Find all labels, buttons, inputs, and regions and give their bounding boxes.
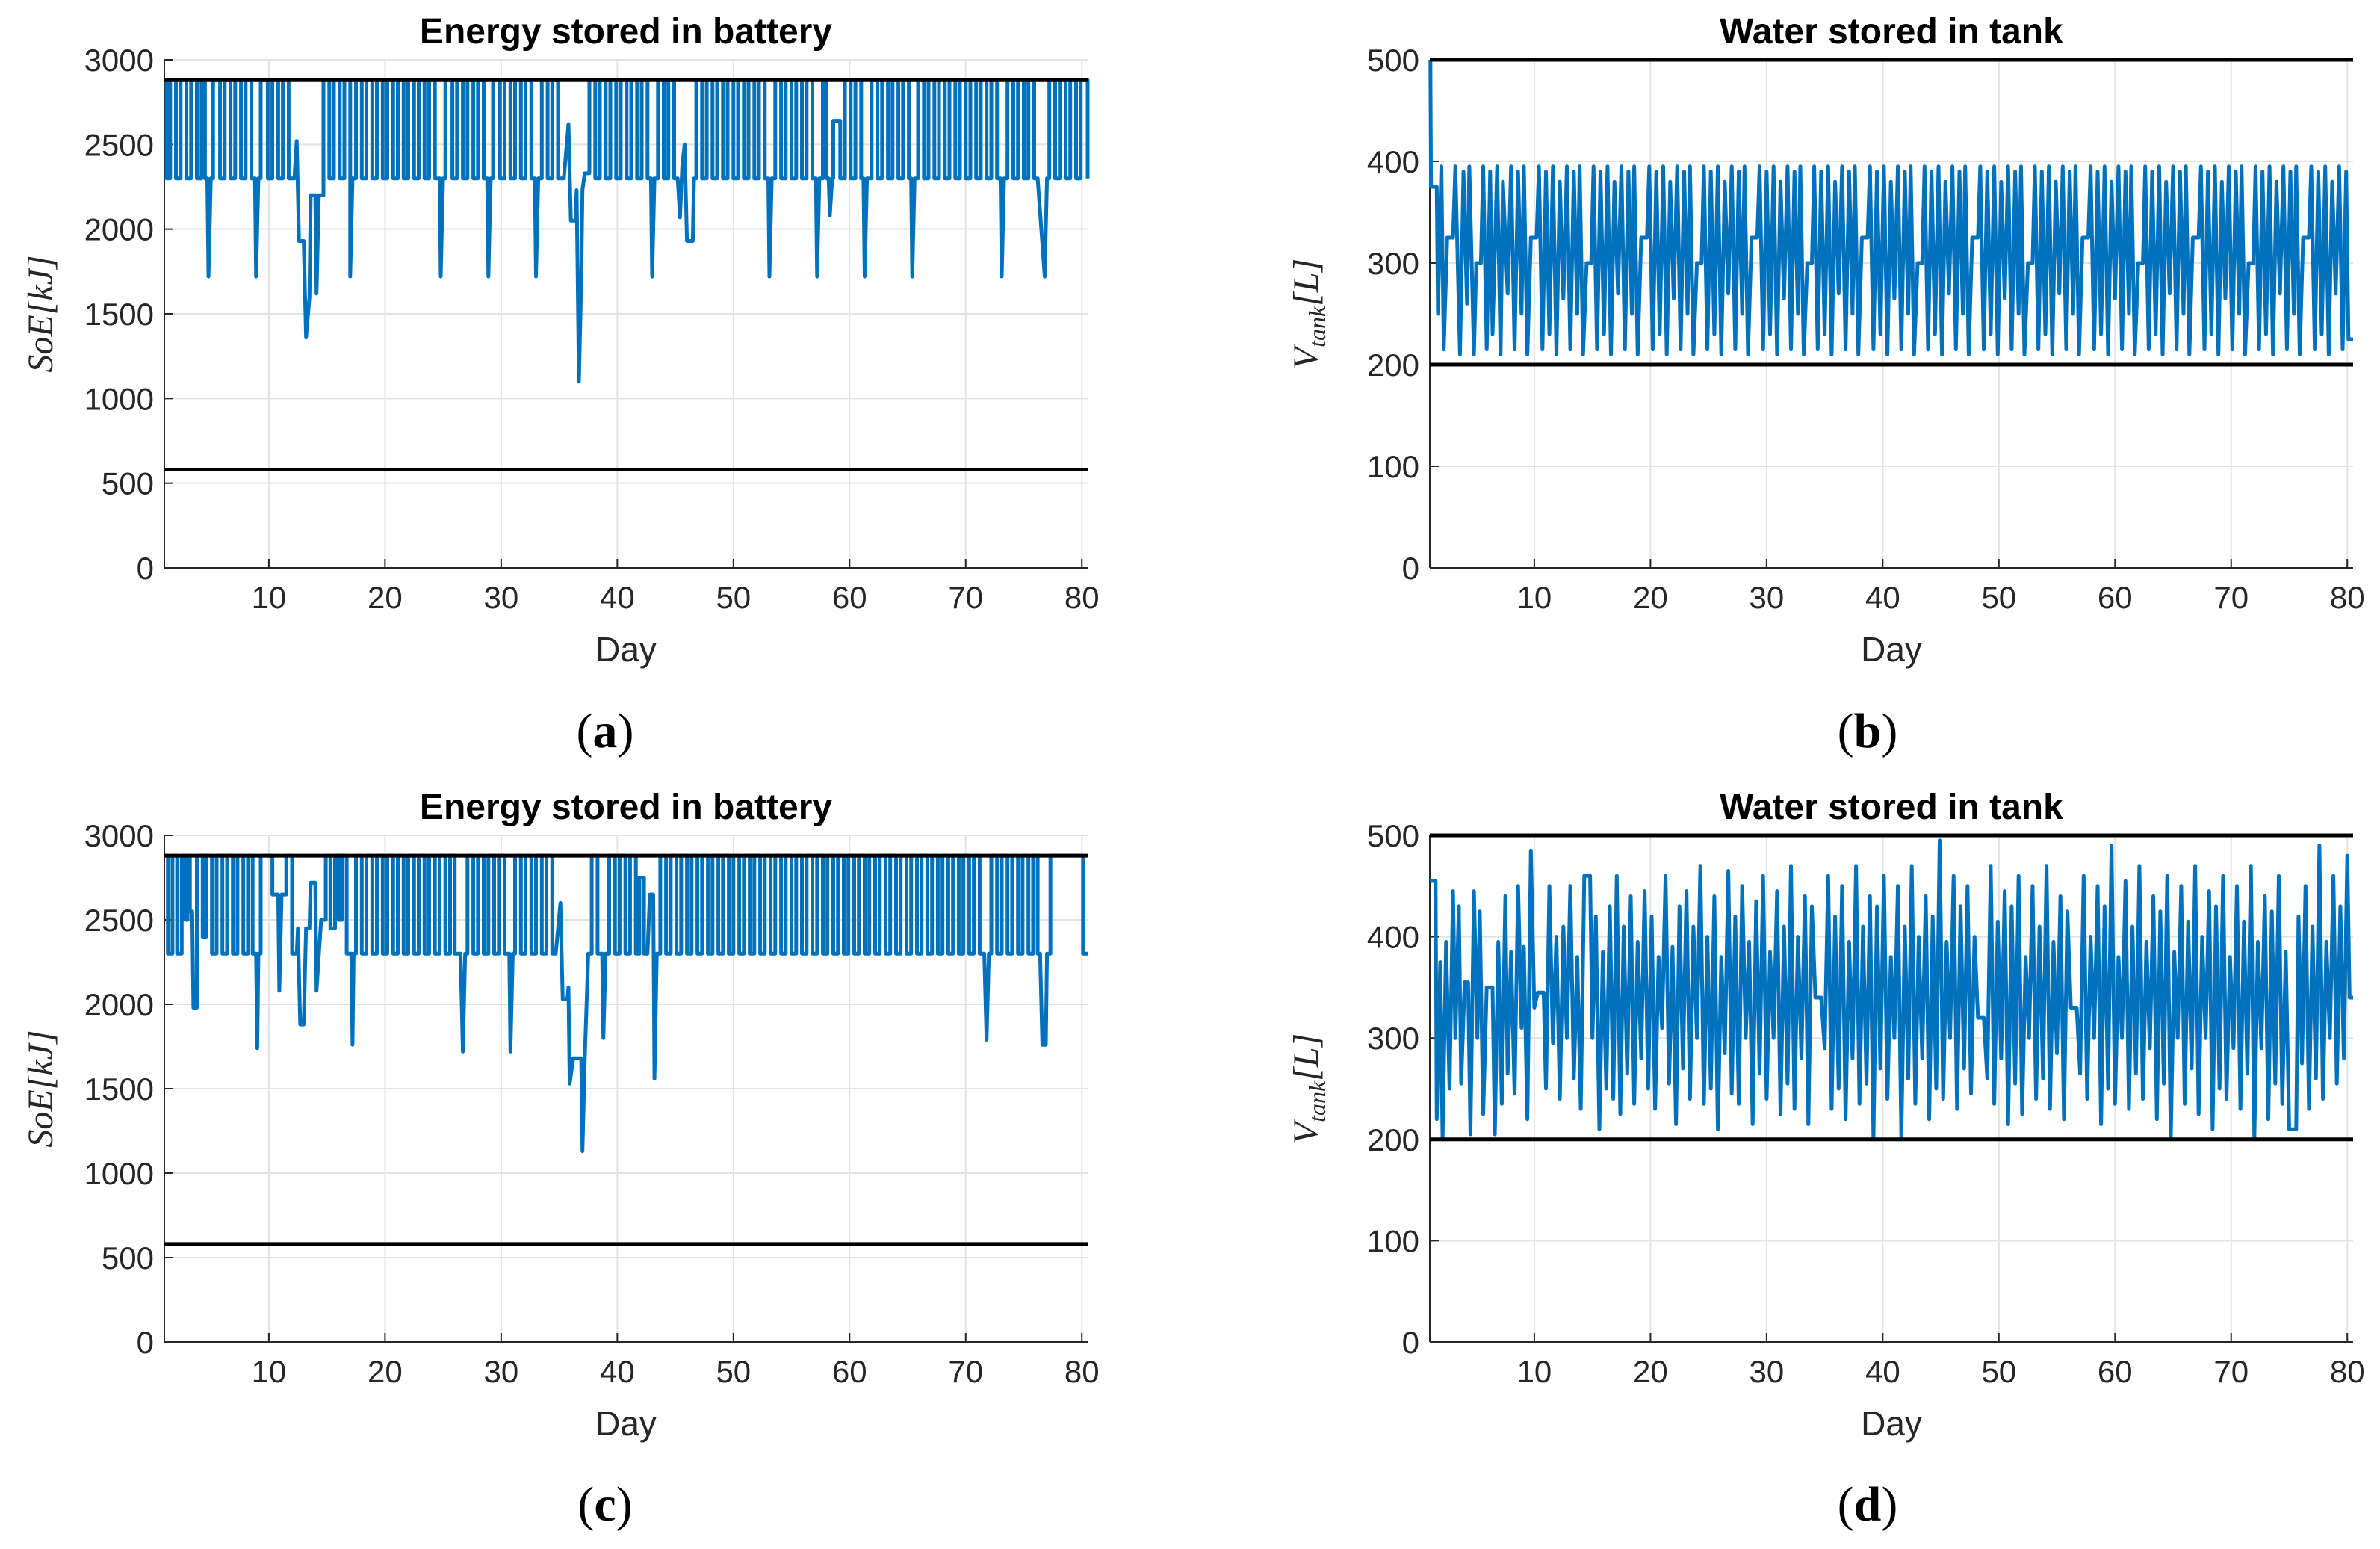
x-tick-label: 10	[252, 1354, 287, 1389]
y-tick-label: 300	[1367, 1021, 1419, 1056]
x-tick-label: 50	[716, 580, 751, 615]
chart-title: Energy stored in battery	[420, 788, 832, 827]
y-tick-label: 500	[1367, 43, 1419, 78]
y-tick-label: 500	[102, 1240, 154, 1276]
y-tick-label: 2500	[84, 127, 154, 162]
x-tick-label: 30	[1750, 580, 1785, 615]
x-tick-label: 50	[716, 1354, 751, 1389]
x-axis-label: Day	[1861, 630, 1922, 669]
x-tick-label: 40	[600, 580, 635, 615]
y-tick-label: 1000	[84, 381, 154, 416]
y-tick-label: 500	[102, 466, 154, 501]
y-tick-label: 2500	[84, 903, 154, 938]
x-tick-label: 30	[1750, 1354, 1785, 1389]
x-tick-label: 40	[600, 1354, 635, 1389]
series-line-soe	[164, 853, 1088, 1154]
x-tick-label: 30	[484, 1354, 519, 1389]
x-tick-label: 20	[1633, 580, 1668, 615]
x-tick-label: 40	[1865, 580, 1900, 615]
x-tick-label: 60	[2098, 1354, 2133, 1389]
y-tick-label: 1500	[84, 297, 154, 332]
chart-b: 10 20 30 40 50 60 70 80 0 100 200 300 400 500 Water st…	[1286, 12, 2365, 669]
y-tick-label: 100	[1367, 449, 1419, 484]
y-tick-label: 2000	[84, 987, 154, 1022]
y-tick-label: 400	[1367, 920, 1419, 955]
x-tick-label: 80	[2330, 1354, 2365, 1389]
y-tick-label: 1000	[84, 1156, 154, 1191]
x-tick-label: 30	[484, 580, 519, 615]
y-tick-label: 200	[1367, 347, 1419, 383]
y-tick-label: 100	[1367, 1223, 1419, 1258]
y-tick-label: 400	[1367, 144, 1419, 179]
chart-title: Energy stored in battery	[420, 12, 832, 52]
chart-title: Water stored in tank	[1720, 788, 2063, 827]
x-tick-label: 70	[948, 1354, 983, 1389]
x-tick-label: 70	[948, 580, 983, 615]
y-axis-label: Vtank[L]	[1286, 259, 1330, 369]
y-tick-label: 0	[1402, 551, 1419, 586]
chart-c: 10 20 30 40 50 60 70 80 0 500 1000 1500 2000 2500 3000…	[21, 788, 1100, 1443]
x-tick-label: 80	[2330, 580, 2365, 615]
x-tick-label: 20	[1633, 1354, 1668, 1389]
y-tick-label: 3000	[84, 818, 154, 853]
series-line-v-tank	[1428, 58, 2353, 356]
x-tick-label: 60	[832, 1354, 867, 1389]
y-axis-label: Vtank[L]	[1286, 1033, 1330, 1144]
chart-a: 10 20 30 40 50 60 70 80 0 500 1000 1500 2000 2500 3000…	[21, 12, 1100, 669]
x-tick-label: 80	[1065, 580, 1100, 615]
y-tick-label: 200	[1367, 1122, 1419, 1157]
x-tick-label: 10	[1517, 1354, 1552, 1389]
x-tick-label: 20	[368, 580, 403, 615]
series-line-soe	[164, 78, 1090, 384]
x-tick-label: 70	[2213, 580, 2249, 615]
series-line-v-tank	[1430, 838, 2353, 1142]
chart-d: 10 20 30 40 50 60 70 80 0 100 200 300 400 500 Water st…	[1286, 788, 2365, 1443]
y-tick-label: 1500	[84, 1072, 154, 1107]
y-tick-label: 0	[1402, 1325, 1419, 1360]
y-axis-label: SoE[kJ]	[21, 255, 61, 372]
x-tick-label: 10	[252, 580, 287, 615]
y-tick-label: 3000	[84, 43, 154, 78]
panel-label-b: (b)	[1838, 704, 1898, 758]
panel-label-c: (c)	[577, 1477, 632, 1532]
x-axis-label: Day	[595, 630, 657, 669]
panel-label-d: (d)	[1838, 1477, 1898, 1532]
panel-label-a: (a)	[577, 704, 634, 758]
x-tick-label: 60	[2098, 580, 2133, 615]
y-axis-label: SoE[kJ]	[21, 1030, 61, 1147]
chart-title: Water stored in tank	[1720, 12, 2063, 52]
y-tick-label: 300	[1367, 246, 1419, 281]
y-tick-label: 0	[137, 551, 154, 586]
x-axis-label: Day	[1861, 1404, 1922, 1443]
x-tick-label: 60	[832, 580, 867, 615]
x-axis-label: Day	[595, 1404, 657, 1443]
x-tick-label: 40	[1865, 1354, 1900, 1389]
x-tick-label: 50	[1981, 1354, 2016, 1389]
x-tick-label: 50	[1981, 580, 2016, 615]
x-tick-label: 70	[2213, 1354, 2249, 1389]
x-tick-label: 20	[368, 1354, 403, 1389]
x-tick-label: 10	[1517, 580, 1552, 615]
y-tick-label: 500	[1367, 818, 1419, 853]
y-tick-label: 2000	[84, 212, 154, 247]
x-tick-label: 80	[1065, 1354, 1100, 1389]
y-tick-label: 0	[137, 1325, 154, 1360]
